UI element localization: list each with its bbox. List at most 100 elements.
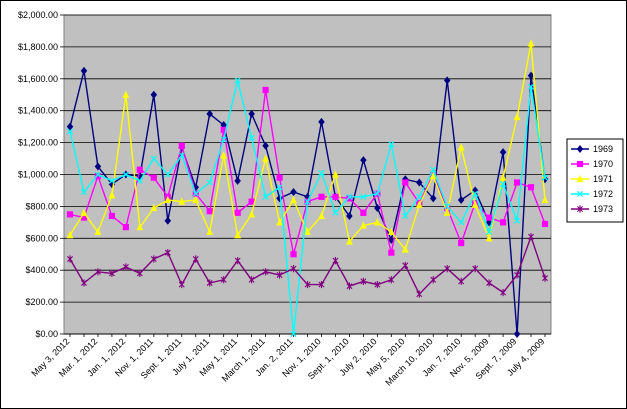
data-point <box>444 265 451 273</box>
data-point <box>66 230 74 239</box>
data-point <box>136 222 144 231</box>
data-point <box>276 271 283 279</box>
data-point <box>66 128 74 135</box>
data-point <box>80 66 88 75</box>
data-point <box>178 280 185 289</box>
data-point <box>486 214 493 221</box>
data-point <box>136 177 143 184</box>
data-point <box>94 162 102 171</box>
data-point <box>429 194 437 203</box>
data-point <box>248 276 255 284</box>
data-point <box>192 190 199 197</box>
data-point <box>527 184 535 191</box>
y-tick-label: $1,000.00 <box>18 170 58 180</box>
data-point <box>346 282 353 290</box>
y-tick-label: $1,200.00 <box>18 138 58 148</box>
y-tick-label: $1,400.00 <box>18 106 58 116</box>
data-point <box>108 212 116 220</box>
data-point <box>444 203 451 210</box>
data-point <box>178 197 186 205</box>
data-point <box>346 193 353 200</box>
data-point <box>374 280 381 289</box>
data-point <box>206 208 213 215</box>
data-point <box>360 193 367 200</box>
y-tick-label: $0.00 <box>35 329 58 339</box>
data-point <box>416 178 423 187</box>
data-point <box>388 235 395 244</box>
data-point <box>164 171 171 178</box>
data-point <box>472 190 479 197</box>
data-point <box>429 171 437 180</box>
data-point <box>416 290 423 298</box>
data-point <box>304 198 311 205</box>
data-point <box>360 277 367 285</box>
data-point <box>318 193 325 200</box>
data-point <box>136 269 143 277</box>
data-point <box>527 39 535 47</box>
data-point <box>150 174 157 181</box>
data-point <box>150 255 157 263</box>
data-point <box>234 209 241 216</box>
data-point <box>94 227 102 236</box>
data-point <box>443 76 451 85</box>
data-point <box>458 219 465 226</box>
data-point <box>388 141 395 148</box>
data-point <box>206 227 214 236</box>
data-point <box>290 251 297 258</box>
data-point <box>527 71 535 80</box>
data-point <box>150 203 158 212</box>
data-point <box>122 90 130 98</box>
data-point <box>248 109 255 118</box>
data-point <box>360 221 367 229</box>
data-point <box>332 257 339 265</box>
data-point <box>514 271 521 279</box>
data-point <box>262 193 269 200</box>
data-point <box>262 141 269 150</box>
data-point <box>500 181 507 188</box>
legend-label: 1973 <box>593 204 613 214</box>
legend-label: 1970 <box>593 159 613 169</box>
data-point <box>577 205 583 213</box>
data-point <box>486 228 493 235</box>
data-point <box>485 233 493 242</box>
data-point <box>150 155 157 162</box>
data-point <box>164 249 171 257</box>
y-tick-label: $1,800.00 <box>18 42 58 52</box>
data-point <box>458 239 465 247</box>
data-point <box>576 145 584 153</box>
data-point <box>178 152 185 159</box>
data-point <box>513 179 521 186</box>
data-point <box>206 109 213 118</box>
data-point <box>576 174 584 183</box>
y-tick-label: $2,000.00 <box>18 10 58 20</box>
data-point <box>304 280 311 289</box>
data-point <box>178 142 185 149</box>
data-point <box>290 195 297 204</box>
legend-box <box>566 138 624 223</box>
y-tick-label: $600.00 <box>25 233 58 243</box>
y-tick-label: $1,600.00 <box>18 74 58 84</box>
data-point <box>332 193 339 200</box>
data-point <box>248 210 255 218</box>
y-tick-label: $200.00 <box>25 297 58 307</box>
data-point <box>528 83 535 90</box>
data-point <box>430 166 437 173</box>
data-point <box>108 269 115 277</box>
data-point <box>122 224 129 231</box>
data-point <box>373 218 381 226</box>
data-point <box>262 154 269 162</box>
data-point <box>402 261 409 270</box>
data-point <box>122 171 129 178</box>
data-point <box>234 257 241 265</box>
data-point <box>387 227 395 236</box>
data-point <box>416 193 423 200</box>
data-point <box>576 160 584 168</box>
data-point <box>486 279 493 287</box>
data-point <box>262 86 269 94</box>
data-point <box>80 279 87 287</box>
data-point <box>290 188 297 197</box>
data-point <box>457 143 465 151</box>
data-point <box>430 276 437 284</box>
